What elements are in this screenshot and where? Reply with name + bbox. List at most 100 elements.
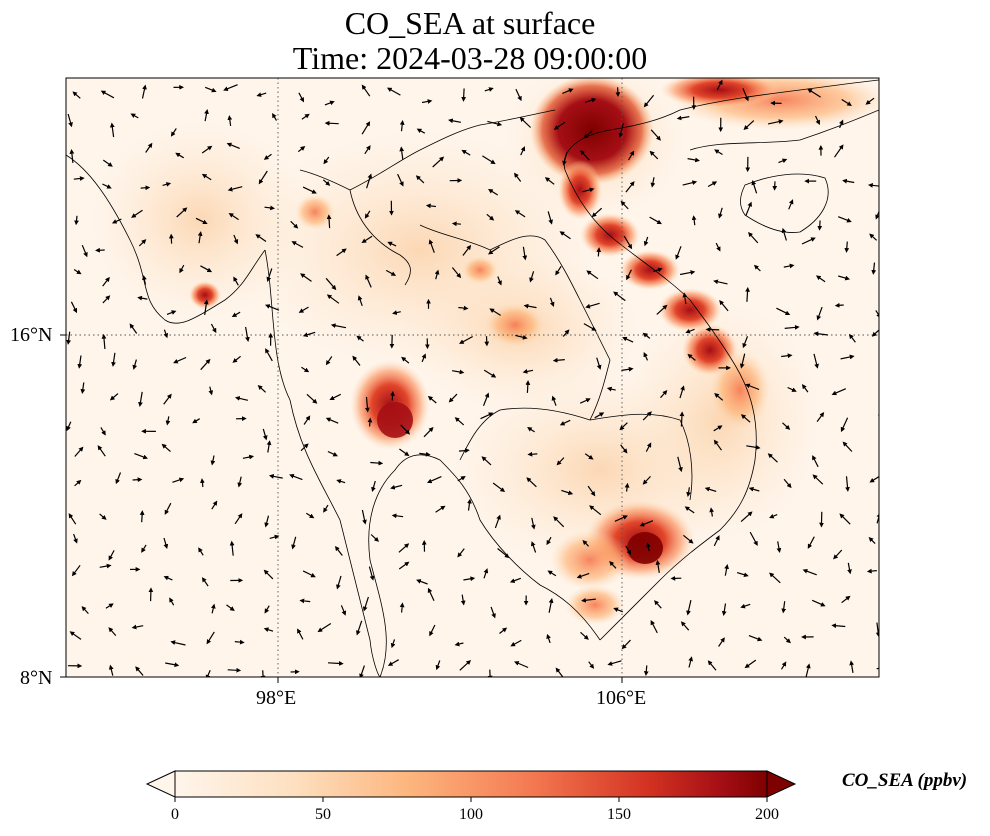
wind-arrow xyxy=(869,475,879,483)
wind-arrow xyxy=(721,603,727,616)
wind-arrow xyxy=(643,351,649,361)
wind-arrow xyxy=(561,489,574,495)
wind-arrow xyxy=(688,656,693,668)
wind-arrow xyxy=(780,661,787,670)
wind-arrow xyxy=(660,390,668,399)
wind-arrow xyxy=(392,310,401,315)
wind-arrow xyxy=(650,177,656,188)
colorbar-label: CO_SEA (ppbv) xyxy=(842,770,968,791)
wind-arrow xyxy=(421,99,433,104)
wind-arrow xyxy=(233,234,239,245)
wind-arrow xyxy=(740,511,753,523)
wind-arrow xyxy=(867,183,879,188)
wind-arrow xyxy=(489,308,501,316)
wind-arrow xyxy=(336,479,346,484)
wind-arrow xyxy=(787,386,797,392)
wind-arrow xyxy=(654,600,662,609)
wind-arrow xyxy=(812,474,824,485)
wind-arrow xyxy=(776,307,791,316)
wind-arrow xyxy=(205,670,211,677)
wind-arrow xyxy=(707,660,717,671)
wind-arrow xyxy=(687,157,700,163)
wind-arrow xyxy=(297,628,304,640)
wind-arrow xyxy=(399,602,405,613)
wind-arrow xyxy=(515,334,528,340)
wind-arrow xyxy=(587,485,596,497)
colorbar-tick-150: 150 xyxy=(607,806,631,823)
wind-arrow xyxy=(326,214,332,229)
wind-arrow xyxy=(788,199,794,210)
wind-arrow xyxy=(234,396,249,401)
wind-arrow xyxy=(352,355,361,366)
wind-arrow xyxy=(100,427,106,436)
wind-arrow xyxy=(655,559,661,573)
wind-arrow xyxy=(742,88,749,102)
wind-arrow xyxy=(481,456,492,466)
wind-arrow xyxy=(99,513,107,520)
wind-arrow xyxy=(580,150,590,161)
wind-arrow xyxy=(875,622,879,638)
wind-arrow xyxy=(262,428,268,441)
wind-arrow xyxy=(359,665,365,677)
wind-arrow xyxy=(161,443,171,453)
wind-arrow xyxy=(329,393,341,401)
wind-arrow xyxy=(166,310,177,315)
wind-arrow xyxy=(624,482,630,492)
wind-arrow xyxy=(302,570,316,578)
wind-arrow xyxy=(878,456,879,458)
wind-arrow xyxy=(713,535,720,547)
wind-arrow xyxy=(626,269,632,281)
wind-arrow xyxy=(97,445,106,457)
wind-arrow xyxy=(812,455,819,468)
wind-arrow xyxy=(145,142,153,153)
wind-arrow xyxy=(301,366,310,373)
map-subtitle: Time: 2024-03-28 09:00:00 xyxy=(292,40,648,76)
wind-arrow xyxy=(645,542,651,552)
wind-arrow xyxy=(322,179,331,186)
wind-arrow xyxy=(622,336,634,343)
wind-arrow xyxy=(831,388,847,396)
wind-arrow xyxy=(297,145,306,153)
wind-arrow xyxy=(868,536,876,545)
wind-arrow xyxy=(715,242,721,252)
wind-arrow xyxy=(515,88,522,102)
wind-arrow xyxy=(677,456,683,473)
wind-arrow xyxy=(323,504,329,513)
wind-arrow xyxy=(562,88,574,95)
wind-arrow xyxy=(619,422,628,431)
wind-arrow xyxy=(299,598,311,604)
wind-arrow xyxy=(713,279,728,285)
wind-arrow xyxy=(544,177,555,185)
wind-arrow xyxy=(201,577,209,587)
wind-arrow xyxy=(263,627,274,632)
wind-arrow xyxy=(483,369,497,378)
wind-arrow xyxy=(416,579,428,585)
wind-arrow xyxy=(198,547,204,556)
wind-arrow xyxy=(594,412,605,419)
wind-arrow xyxy=(364,210,371,219)
wind-arrow xyxy=(387,659,399,666)
wind-arrow xyxy=(74,215,79,226)
wind-arrow xyxy=(609,560,617,569)
wind-arrow xyxy=(398,561,410,570)
wind-arrow xyxy=(719,300,729,312)
wind-arrow xyxy=(434,269,440,280)
wind-arrow xyxy=(429,624,436,637)
wind-arrow xyxy=(428,239,435,253)
wind-arrow xyxy=(458,448,470,453)
wind-arrow xyxy=(621,366,634,372)
wind-arrow xyxy=(591,207,603,218)
wind-arrow xyxy=(562,329,570,337)
wind-arrow xyxy=(111,218,122,224)
wind-arrow xyxy=(324,100,335,106)
wind-arrow xyxy=(448,393,458,403)
wind-arrow xyxy=(736,572,749,578)
wind-arrow xyxy=(364,145,371,155)
wind-arrow xyxy=(324,120,339,126)
wind-arrow xyxy=(81,606,89,615)
wind-arrow xyxy=(387,241,397,247)
wind-arrow xyxy=(102,159,113,167)
wind-arrow xyxy=(362,596,369,612)
wind-arrow xyxy=(643,236,649,247)
